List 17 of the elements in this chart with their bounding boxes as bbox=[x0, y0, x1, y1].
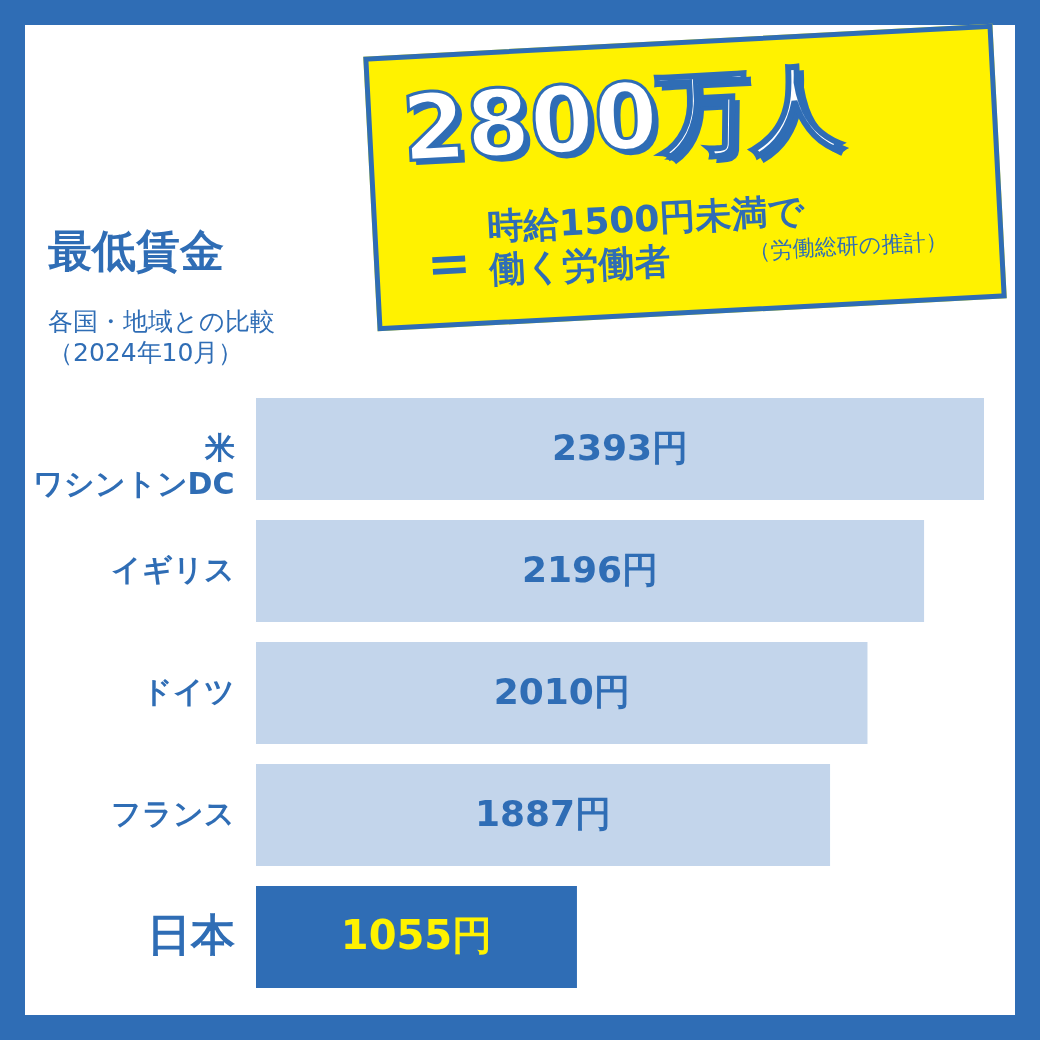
data-label: 1055円 bbox=[340, 912, 493, 958]
y-tick-label: 米ワシントンDC bbox=[32, 430, 235, 501]
data-label: 1887円 bbox=[474, 793, 612, 834]
data-label: 2393円 bbox=[551, 427, 689, 468]
y-tick-label: イギリス bbox=[110, 552, 235, 587]
data-label: 2196円 bbox=[521, 549, 659, 590]
chart-subtitle: 各国・地域との比較（2024年10月） bbox=[48, 306, 276, 369]
bar bbox=[256, 764, 831, 866]
bar bbox=[256, 642, 868, 744]
bar bbox=[256, 886, 577, 988]
bar bbox=[256, 398, 984, 500]
data-label: 2010円 bbox=[493, 671, 630, 712]
y-tick-label: フランス bbox=[110, 796, 235, 831]
chart-title: 最低賃金 bbox=[48, 224, 224, 278]
bar bbox=[256, 520, 925, 622]
y-tick-label: ドイツ bbox=[141, 674, 235, 709]
y-tick-label: 日本 bbox=[146, 909, 235, 960]
